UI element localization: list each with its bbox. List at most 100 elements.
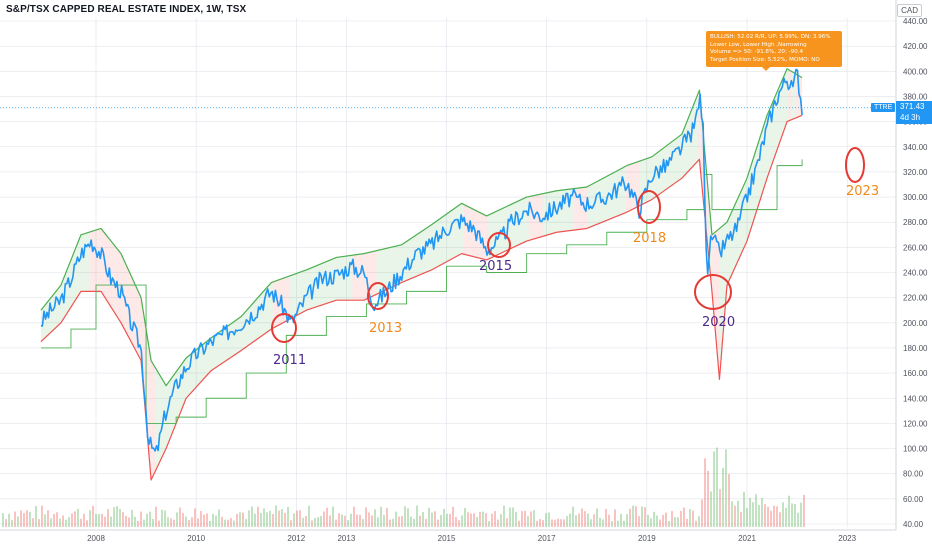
band-fill-segment — [227, 323, 232, 360]
volume-bar — [593, 514, 595, 527]
volume-bar — [719, 488, 721, 527]
volume-bar — [164, 510, 166, 527]
band-fill-segment — [96, 228, 100, 292]
y-tick-label: 400.00 — [903, 67, 928, 76]
volume-bar — [641, 506, 643, 527]
volume-bar — [620, 513, 622, 527]
x-tick-label: 2010 — [187, 534, 205, 543]
band-fill-segment — [411, 236, 415, 279]
series-layer — [40, 68, 803, 452]
volume-bar — [485, 513, 487, 527]
volume-bar — [752, 502, 754, 527]
volume-bar — [707, 470, 709, 527]
band-fill-segment — [670, 140, 675, 187]
volume-bar — [80, 518, 82, 527]
x-tick-label: 2008 — [87, 534, 105, 543]
volume-bar — [425, 519, 427, 527]
volume-bar — [92, 505, 94, 527]
annotation-label: 2011 — [273, 353, 307, 368]
volume-bar — [584, 511, 586, 527]
band-fill-segment — [303, 269, 308, 312]
volume-bar — [749, 497, 751, 527]
volume-bar — [443, 508, 445, 527]
volume-bar — [626, 514, 628, 527]
volume-bar — [737, 500, 739, 527]
volume-bar — [23, 513, 25, 527]
band-fill-segment — [404, 240, 408, 282]
volume-bar — [746, 508, 748, 527]
volume-bar — [497, 519, 499, 527]
volume-bar — [107, 509, 109, 527]
volume-bar — [488, 520, 490, 527]
annotation-label: 2023 — [846, 184, 880, 199]
volume-bar — [383, 514, 385, 527]
y-tick-label: 440.00 — [903, 17, 928, 26]
band-fill-segment — [736, 193, 740, 265]
band-fill-segment — [293, 273, 297, 318]
volume-bar — [320, 516, 322, 527]
volume-bar — [146, 513, 148, 527]
band-layer — [40, 68, 803, 481]
volume-bar — [404, 506, 406, 527]
volume-bar — [131, 510, 133, 527]
volume-bar — [194, 508, 196, 527]
volume-bar — [65, 519, 67, 527]
volume-bar — [731, 501, 733, 527]
volume-bar — [395, 511, 397, 527]
volume-bar — [152, 518, 154, 527]
volume-layer — [2, 447, 805, 527]
volume-bar — [581, 508, 583, 527]
volume-bar — [800, 502, 802, 527]
volume-bar — [779, 512, 781, 527]
band-fill-segment — [141, 298, 145, 404]
volume-bar — [491, 513, 493, 527]
volume-bar — [629, 508, 631, 527]
volume-bar — [518, 520, 520, 527]
volume-bar — [167, 517, 169, 527]
y-tick-label: 260.00 — [903, 243, 928, 252]
volume-bar — [137, 520, 139, 527]
volume-bar — [563, 519, 565, 527]
volume-bar — [503, 505, 505, 527]
volume-bar — [521, 511, 523, 527]
y-tick-label: 140.00 — [903, 394, 928, 403]
y-tick-label: 300.00 — [903, 193, 928, 202]
annotation-circle — [367, 282, 389, 310]
band-fill-segment — [130, 275, 135, 348]
volume-bar — [287, 506, 289, 527]
volume-bar — [308, 505, 310, 527]
volume-bar — [551, 519, 553, 527]
volume-bar — [695, 520, 697, 527]
volume-bar — [38, 519, 40, 527]
volume-bar — [83, 513, 85, 527]
volume-bar — [377, 517, 379, 527]
volume-bar — [53, 513, 55, 527]
currency-badge[interactable]: CAD — [897, 4, 922, 17]
band-fill-segment — [110, 239, 114, 312]
band-fill-segment — [719, 225, 723, 375]
volume-bar — [119, 509, 121, 527]
volume-bar — [653, 511, 655, 527]
band-fill-segment — [373, 250, 377, 296]
volume-bar — [188, 519, 190, 527]
band-fill-segment — [580, 187, 585, 230]
volume-bar — [269, 510, 271, 527]
volume-bar — [686, 518, 688, 527]
band-fill-segment — [729, 209, 733, 280]
band-fill-segment — [521, 197, 526, 244]
band-fill-segment — [445, 212, 450, 263]
volume-bar — [32, 518, 34, 527]
volume-bar — [605, 508, 607, 527]
x-tick-label: 2023 — [838, 534, 856, 543]
volume-bar — [5, 519, 7, 527]
band-fill-segment — [238, 316, 242, 353]
volume-bar — [59, 518, 61, 527]
volume-bar — [473, 513, 475, 527]
volume-bar — [305, 515, 307, 527]
band-fill-segment — [99, 228, 104, 295]
band-fill-segment — [265, 284, 270, 333]
volume-bar — [233, 520, 235, 527]
band-fill-segment — [78, 234, 83, 295]
y-tick-label: 280.00 — [903, 218, 928, 227]
volume-bar — [329, 515, 331, 527]
